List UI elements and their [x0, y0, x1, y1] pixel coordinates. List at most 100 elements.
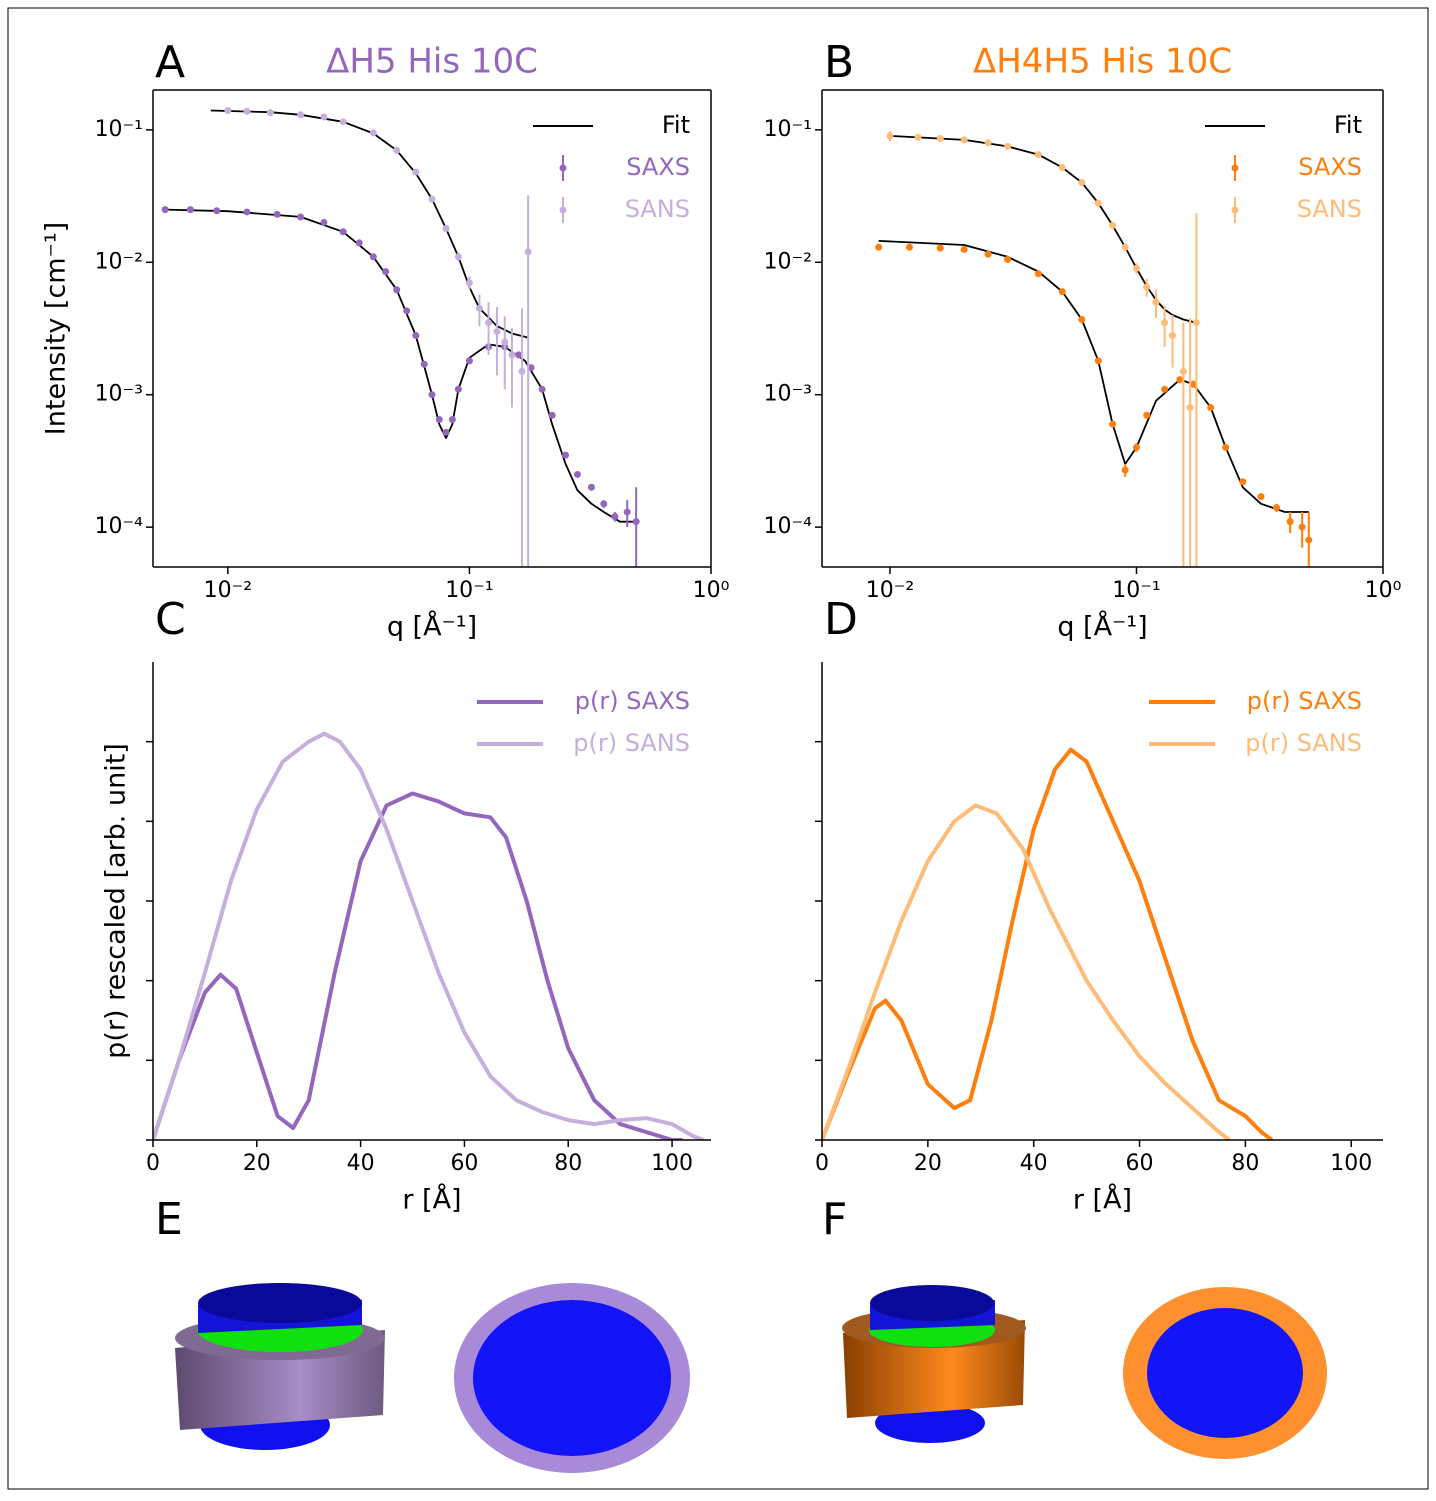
panel-label: C — [155, 594, 186, 645]
data-point — [448, 415, 456, 423]
series-line — [878, 135, 1309, 513]
data-point — [186, 206, 194, 214]
data-point — [1222, 443, 1230, 451]
data-point — [320, 113, 328, 121]
data-point — [1094, 199, 1102, 207]
legend-label: Fit — [662, 111, 690, 139]
data-point — [527, 364, 535, 372]
data-point — [428, 195, 436, 203]
data-point — [339, 228, 347, 236]
x-tick-label: 20 — [914, 1151, 942, 1176]
x-tick-label: 60 — [1126, 1151, 1154, 1176]
data-point — [623, 508, 631, 516]
y-tick-label: 10⁻³ — [764, 382, 812, 407]
data-point — [1004, 142, 1012, 150]
data-point — [515, 351, 523, 359]
data-point — [1186, 404, 1194, 412]
data-point — [339, 118, 347, 126]
series-line — [153, 791, 683, 1140]
x-axis-label: q [Å⁻¹] — [1057, 611, 1147, 643]
legend-swatch — [559, 206, 567, 214]
data-point — [355, 239, 363, 247]
data-point — [1034, 270, 1042, 278]
data-point — [428, 391, 436, 399]
data-point — [1143, 283, 1151, 291]
y-tick-label: 10⁻² — [95, 249, 143, 274]
legend-label: SAXS — [626, 153, 690, 181]
data-point — [320, 218, 328, 226]
panel-label: B — [824, 37, 854, 88]
data-point — [1273, 504, 1281, 512]
data-point — [213, 207, 221, 215]
data-point — [1179, 367, 1187, 375]
x-tick-label: 10⁻¹ — [1112, 578, 1160, 603]
panel-label: E — [155, 1194, 183, 1245]
data-point — [266, 109, 274, 117]
x-tick-label: 10⁰ — [693, 578, 730, 603]
series-line — [165, 109, 637, 523]
series-line — [822, 803, 1231, 1140]
data-point — [1121, 243, 1129, 251]
data-point — [1189, 380, 1197, 388]
data-point — [914, 133, 922, 141]
data-point — [493, 328, 501, 336]
data-point — [886, 132, 894, 140]
y-axis-label: Intensity [cm⁻¹] — [41, 222, 72, 435]
data-point — [297, 213, 305, 221]
data-point — [1239, 478, 1247, 486]
y-tick-label: 10⁻² — [764, 249, 812, 274]
data-point — [1109, 420, 1117, 428]
x-tick-label: 40 — [347, 1151, 375, 1176]
plot-area — [161, 107, 640, 567]
legend-label: p(r) SANS — [1245, 729, 1362, 757]
data-point — [501, 338, 509, 346]
data-point — [435, 415, 443, 423]
data-point — [632, 518, 640, 526]
data-point — [538, 385, 546, 393]
data-point — [1192, 319, 1200, 327]
x-tick-label: 0 — [815, 1151, 829, 1176]
data-point — [562, 451, 570, 459]
x-tick-label: 10⁻² — [204, 578, 252, 603]
data-point — [1161, 319, 1169, 327]
legend-label: Fit — [1334, 111, 1362, 139]
y-tick-label: 10⁻⁴ — [95, 514, 144, 539]
data-point — [1132, 264, 1140, 272]
x-axis-label: r [Å] — [402, 1184, 461, 1216]
y-tick-label: 10⁻¹ — [764, 117, 812, 142]
legend-swatch — [1231, 206, 1239, 214]
data-point — [573, 470, 581, 478]
data-point — [1286, 518, 1294, 526]
figure-frame — [7, 7, 1429, 1490]
data-point — [960, 136, 968, 144]
x-tick-label: 0 — [146, 1151, 160, 1176]
data-point — [984, 250, 992, 258]
data-point — [524, 248, 532, 256]
plot-area — [875, 131, 1313, 567]
x-axis-label: r [Å] — [1073, 1184, 1132, 1216]
data-point — [1078, 315, 1086, 323]
data-point — [382, 268, 390, 276]
panel-label: D — [824, 594, 858, 645]
data-point — [548, 411, 556, 419]
x-tick-label: 60 — [450, 1151, 478, 1176]
data-point — [960, 245, 968, 253]
chart-title: ΔH5 His 10C — [326, 42, 538, 82]
data-point — [412, 331, 420, 339]
data-point — [518, 367, 526, 375]
chart-title: ΔH4H5 His 10C — [973, 42, 1232, 82]
data-point — [1121, 466, 1129, 474]
plot-area — [153, 731, 704, 1140]
data-point — [1034, 151, 1042, 159]
legend-label: SANS — [625, 195, 690, 223]
data-point — [465, 279, 473, 287]
data-point — [1058, 288, 1066, 296]
data-point — [1143, 411, 1151, 419]
data-point — [587, 483, 595, 491]
model-e — [175, 1283, 690, 1473]
data-point — [611, 513, 619, 521]
data-point — [403, 307, 411, 315]
x-tick-label: 10⁻¹ — [445, 578, 493, 603]
data-point — [442, 224, 450, 232]
data-point — [984, 139, 992, 147]
